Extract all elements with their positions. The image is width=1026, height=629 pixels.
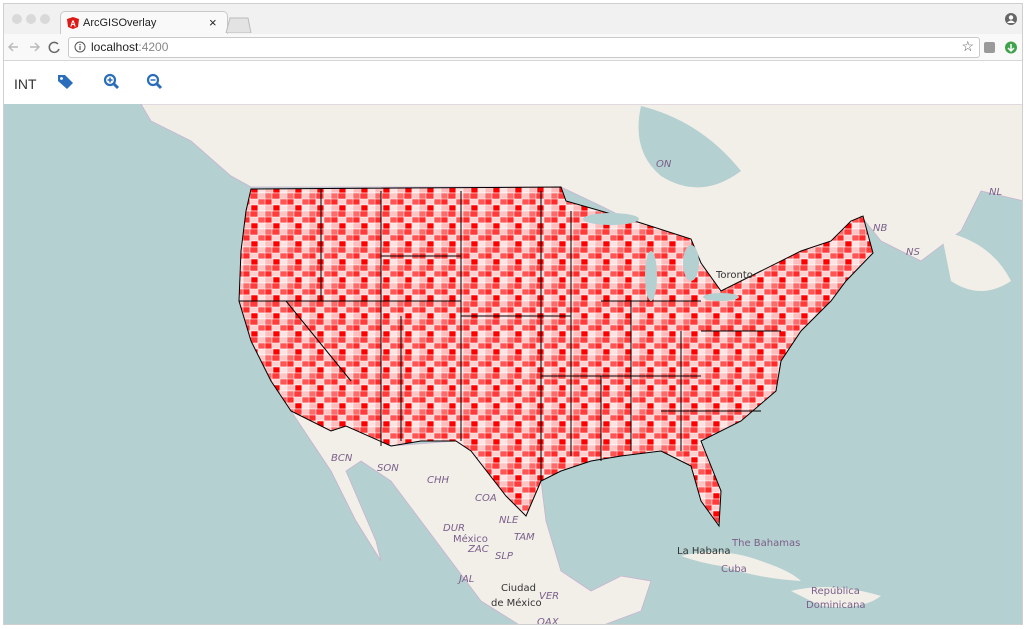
map-label: NLE bbox=[499, 515, 519, 526]
int-label[interactable]: INT bbox=[14, 76, 37, 92]
map-labels: ON NL NB NS Toronto BCN SON CHH COA DUR … bbox=[331, 159, 1002, 625]
newfoundland bbox=[941, 231, 1011, 291]
url-host: localhost bbox=[91, 40, 139, 54]
lake-superior bbox=[583, 213, 639, 225]
map-label: JAL bbox=[457, 574, 474, 585]
map-label: Ciudad bbox=[501, 583, 536, 594]
map-label: Toronto bbox=[715, 270, 753, 281]
map-label: ZAC bbox=[467, 544, 489, 555]
map-label: DUR bbox=[443, 523, 465, 534]
tag-button[interactable] bbox=[58, 75, 73, 89]
browser-window: A ArcGISOverlay × localhost:4200 ☆ INT bbox=[3, 3, 1023, 625]
cuba bbox=[681, 552, 801, 581]
map-label: SON bbox=[377, 463, 399, 474]
tab-close[interactable]: × bbox=[209, 15, 217, 30]
map-label: COA bbox=[475, 493, 497, 504]
new-tab[interactable] bbox=[224, 17, 252, 33]
lake-huron bbox=[683, 245, 699, 281]
map-label: La Habana bbox=[677, 546, 730, 557]
svg-text:A: A bbox=[70, 20, 76, 29]
browser-tab[interactable]: A ArcGISOverlay × bbox=[60, 11, 228, 35]
extension-icons[interactable] bbox=[982, 38, 1022, 58]
tab-bar: A ArcGISOverlay × bbox=[4, 4, 1022, 35]
map-label: Dominicana bbox=[806, 600, 866, 611]
window-close[interactable] bbox=[12, 14, 22, 24]
map-label: ON bbox=[656, 159, 672, 170]
tab-favicon: A bbox=[67, 17, 79, 29]
map-label: The Bahamas bbox=[731, 538, 800, 549]
window-maximize[interactable] bbox=[40, 14, 50, 24]
map-label: SLP bbox=[495, 551, 514, 562]
url-field[interactable]: localhost:4200 ☆ bbox=[68, 37, 980, 58]
info-icon bbox=[74, 41, 86, 53]
hispaniola bbox=[791, 587, 881, 608]
url-text: localhost:4200 bbox=[91, 38, 168, 57]
url-port: :4200 bbox=[138, 40, 169, 54]
hudson-bay bbox=[638, 106, 741, 188]
map-label: BCN bbox=[331, 453, 353, 464]
nav-buttons[interactable] bbox=[4, 34, 64, 60]
map-label: NS bbox=[906, 247, 920, 258]
window-minimize[interactable] bbox=[26, 14, 36, 24]
profile-icon[interactable] bbox=[1004, 12, 1018, 26]
bookmark-star[interactable]: ☆ bbox=[961, 38, 974, 54]
map-label: NB bbox=[873, 223, 887, 234]
map-label: OAX bbox=[537, 617, 560, 625]
map-label: República bbox=[811, 585, 860, 597]
toolbar: INT bbox=[4, 61, 1022, 105]
map-label: Cuba bbox=[721, 564, 747, 575]
zoom-out-button[interactable] bbox=[146, 73, 163, 90]
tab-title: ArcGISOverlay bbox=[83, 17, 157, 29]
lake-erie bbox=[703, 293, 739, 301]
toolbar-icons bbox=[58, 73, 163, 90]
us-counties bbox=[238, 186, 874, 528]
map-label: TAM bbox=[514, 532, 535, 543]
map-label: VER bbox=[539, 591, 559, 602]
map-label: México bbox=[453, 533, 488, 545]
zoom-in-button[interactable] bbox=[103, 73, 120, 90]
address-bar: localhost:4200 ☆ bbox=[4, 34, 1022, 61]
map-label: CHH bbox=[427, 475, 450, 486]
map[interactable]: ON NL NB NS Toronto BCN SON CHH COA DUR … bbox=[4, 104, 1023, 625]
lake-michigan bbox=[645, 251, 657, 301]
map-label: NL bbox=[989, 187, 1002, 198]
map-label: de México bbox=[491, 597, 542, 609]
